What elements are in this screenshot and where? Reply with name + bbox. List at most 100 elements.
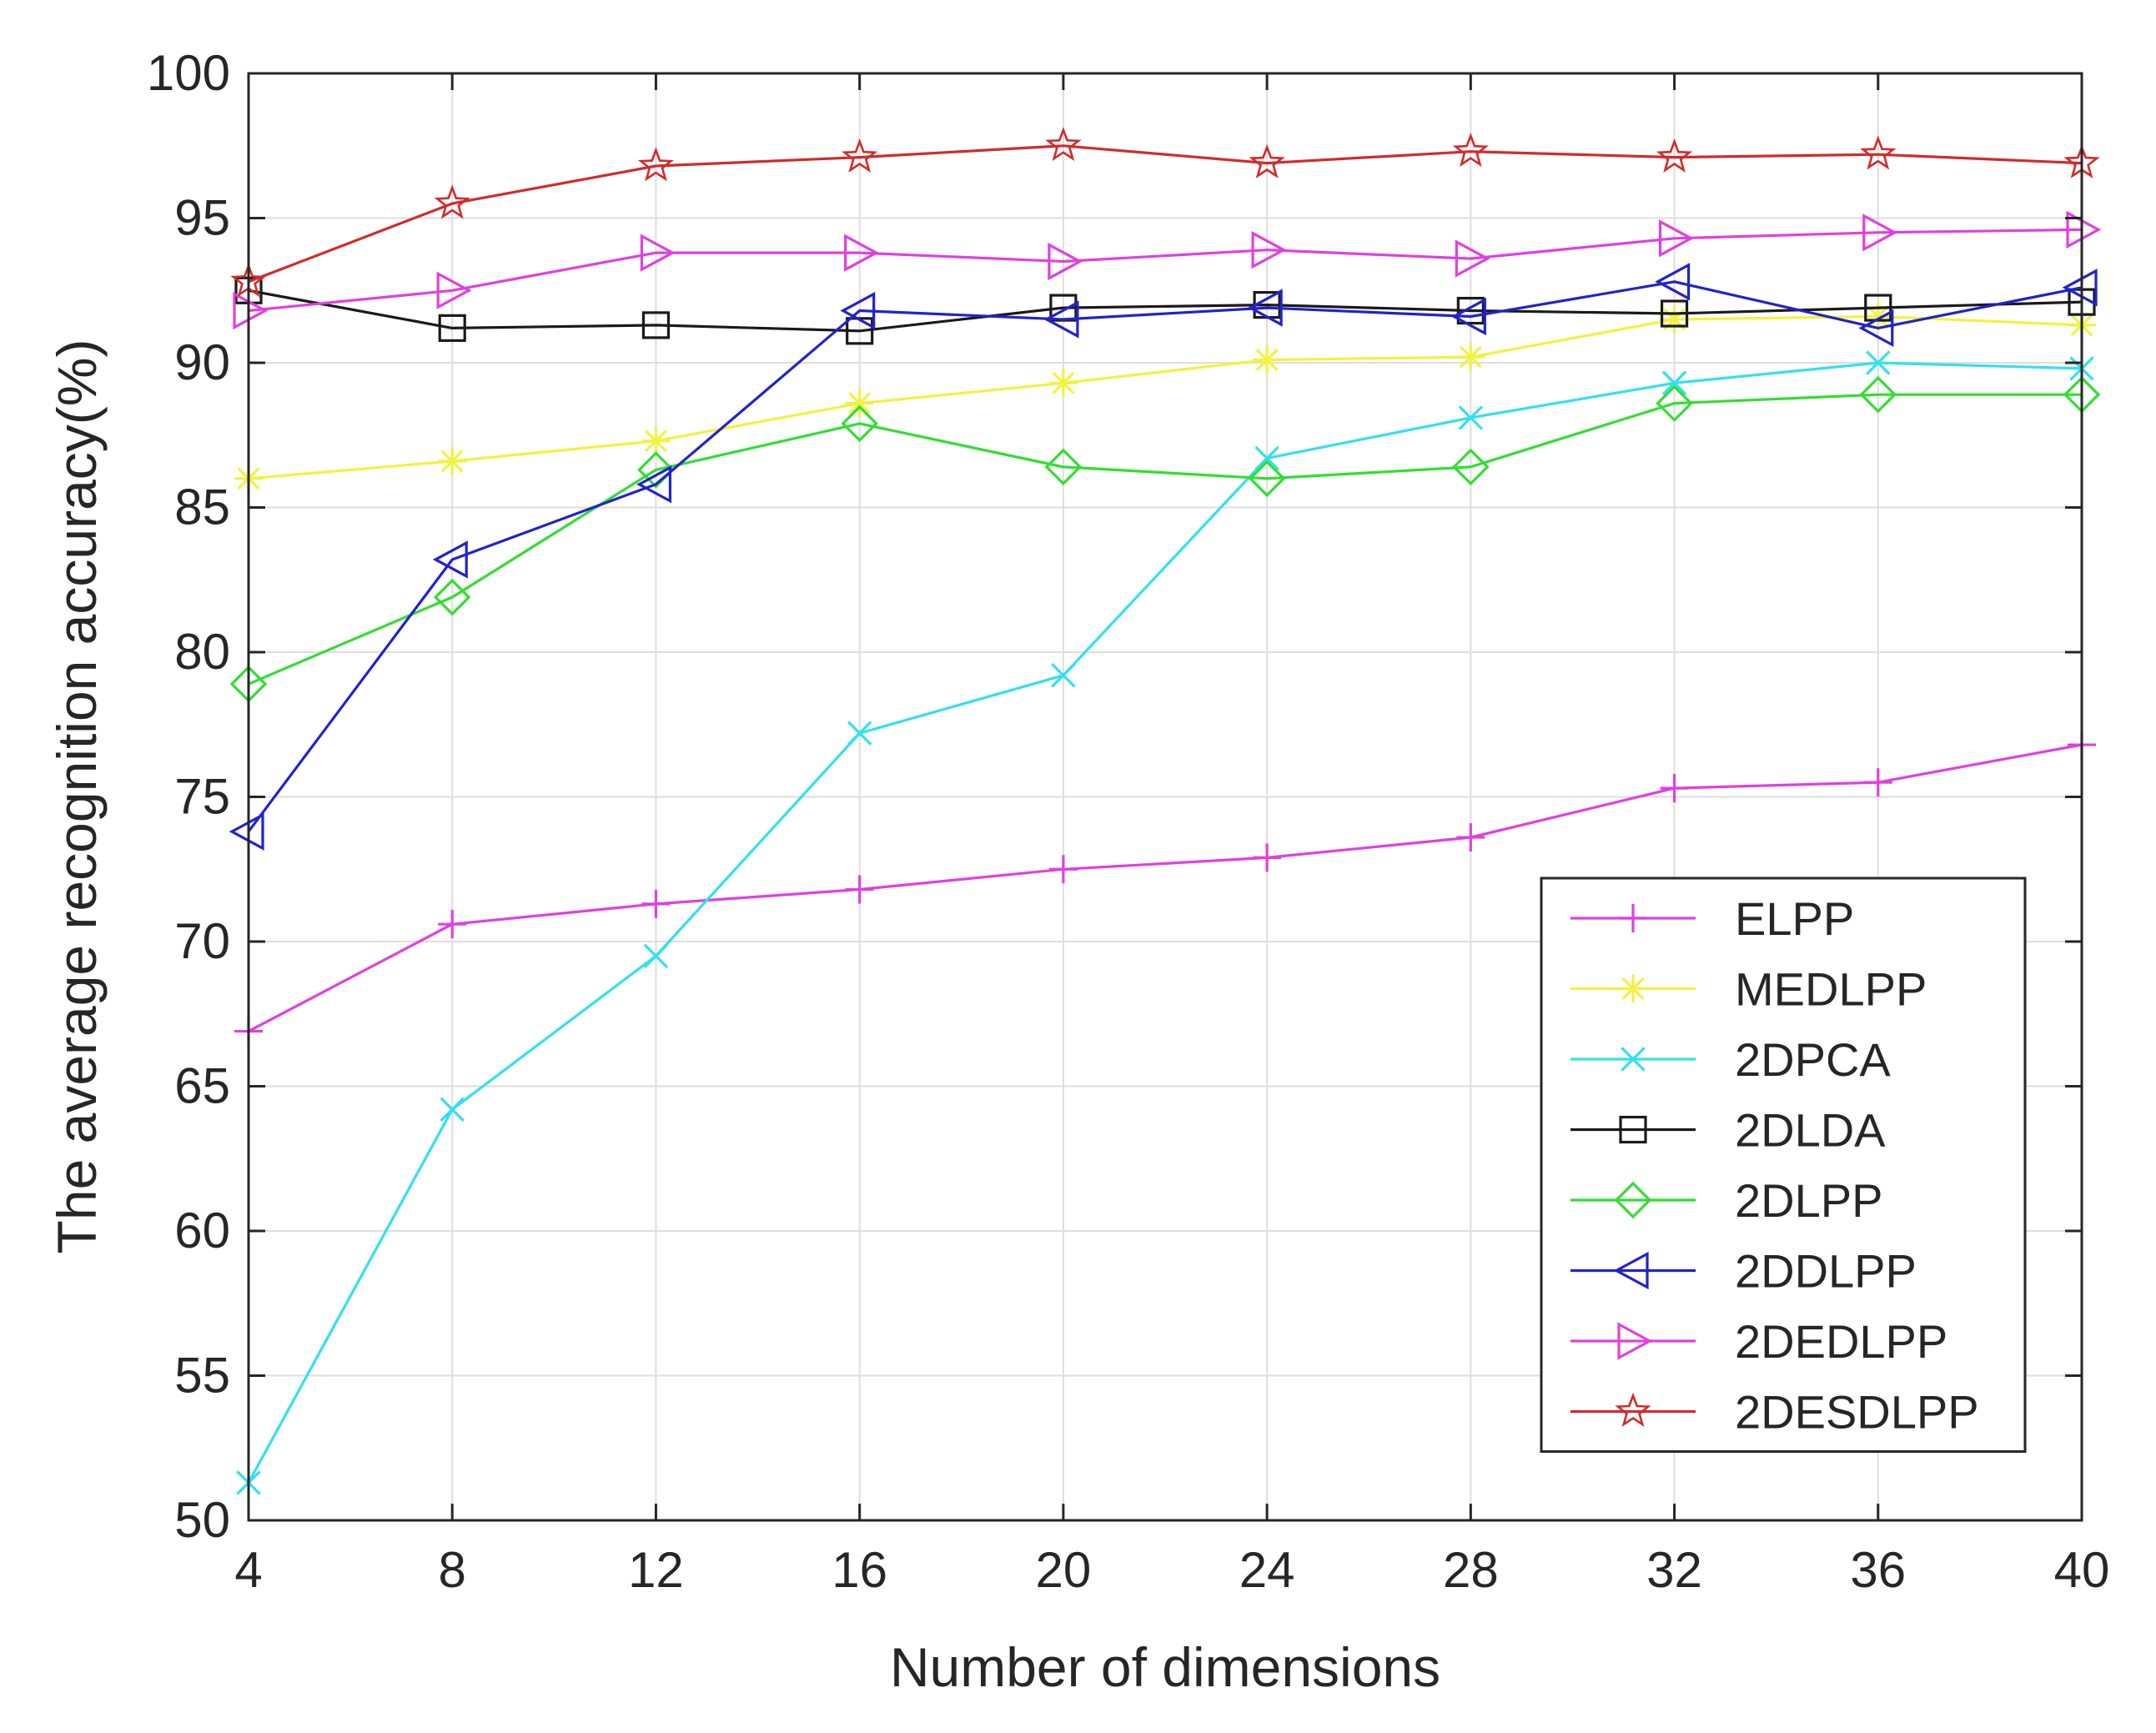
series-group [229,127,2102,1495]
data-point [438,446,467,475]
series-2dpca [236,350,2094,1495]
data-point [438,910,467,939]
x-tick-label: 28 [1443,1542,1499,1598]
axis-ticks: 4 8 12 16 20 24 28 32 36 40 50 55 60 65 70 75 80 85 90 95 10… [147,45,2109,1598]
series-line [248,743,2083,1033]
data-point [1456,343,1485,372]
data-point [1254,445,1279,471]
x-tick-label: 24 [1239,1542,1295,1598]
y-tick-label: 100 [147,45,230,101]
data-point [842,138,878,173]
legend-item-2desdlpp: 2DESDLPP [1571,1386,1979,1439]
data-point [641,889,671,918]
series-line [248,393,2082,686]
data-point [1249,143,1285,178]
legend-marker [1614,1181,1652,1219]
y-tick-label: 60 [174,1203,230,1258]
data-point [432,540,468,579]
legend-marker [1619,974,1647,1003]
y-axis-title: The average recognition accuracy(%) [46,339,108,1254]
legend-label: 2DEDLPP [1735,1315,1947,1368]
legend-item-elpp: ELPP [1571,892,1854,945]
y-tick-label: 80 [174,624,230,680]
y-tick-label: 70 [174,913,230,969]
data-point [1253,843,1282,872]
data-point [1661,370,1687,396]
x-tick-label: 20 [1036,1542,1092,1598]
legend-label: 2DPCA [1735,1033,1891,1086]
series-line [248,289,2083,333]
x-tick-label: 16 [832,1542,887,1598]
x-tick-label: 4 [234,1542,262,1598]
data-point [1863,768,1892,797]
data-point [1862,213,1898,252]
data-point [1458,405,1484,430]
data-point [636,465,672,504]
series-line [247,361,2083,1484]
data-point [1251,230,1287,269]
data-point [440,1097,465,1122]
series-elpp [234,731,2096,1046]
data-point [1655,263,1691,301]
data-point [1253,345,1282,374]
data-point [1456,296,1485,325]
data-point [840,291,876,330]
series-2dedlpp [233,210,2102,330]
data-point [1660,774,1689,803]
data-point [845,875,874,904]
legend-item-2dlda: 2DLDA [1571,1104,1886,1157]
data-point [1455,239,1490,278]
data-point [637,451,675,489]
y-tick-label: 50 [174,1492,230,1548]
legend-item-2ddlpp: 2DDLPP [1571,1245,1917,1298]
y-tick-label: 65 [174,1058,230,1114]
data-point [1452,133,1489,168]
data-point [643,943,669,969]
x-tick-label: 32 [1646,1542,1702,1598]
data-point [1048,855,1078,884]
data-point [1048,242,1083,281]
y-tick-label: 75 [174,769,230,825]
data-point [844,234,880,272]
data-point [1858,309,1894,348]
legend-marker [1621,1047,1646,1072]
data-point [438,314,466,342]
data-point [1450,297,1486,336]
data-point [1248,460,1286,498]
series-line [247,280,2083,833]
data-point [637,147,675,182]
y-tick-label: 85 [174,480,230,535]
data-point [1051,663,1076,688]
legend-marker [1617,1322,1653,1360]
data-point [1863,302,1892,331]
legend-label: MEDLPP [1735,963,1927,1016]
data-point [1247,289,1283,327]
y-tick-label: 55 [174,1348,230,1404]
data-point [1660,304,1689,334]
data-point [841,404,878,443]
data-point [1043,300,1079,339]
x-axis-title: Number of dimensions [890,1636,1440,1698]
legend-label: 2DLPP [1735,1174,1882,1227]
series-2dlda [234,276,2096,345]
series-line [248,314,2083,480]
legend-item-2dlpp: 2DLPP [1571,1174,1882,1227]
data-point [434,184,470,219]
data-point [1044,448,1083,486]
legend-item-2dedlpp: 2DEDLPP [1571,1315,1947,1368]
series-line [248,144,2083,284]
y-tick-label: 95 [174,190,230,246]
data-point [847,721,872,746]
legend-label: ELPP [1735,892,1854,945]
x-tick-label: 8 [439,1542,466,1598]
legend-marker [1615,1392,1651,1427]
y-tick-label: 90 [174,334,230,390]
series-line [248,228,2083,313]
data-point [845,389,874,418]
data-point [1452,448,1490,486]
data-point [1456,823,1485,852]
legend-marker [1619,904,1647,932]
data-point [1658,219,1694,258]
